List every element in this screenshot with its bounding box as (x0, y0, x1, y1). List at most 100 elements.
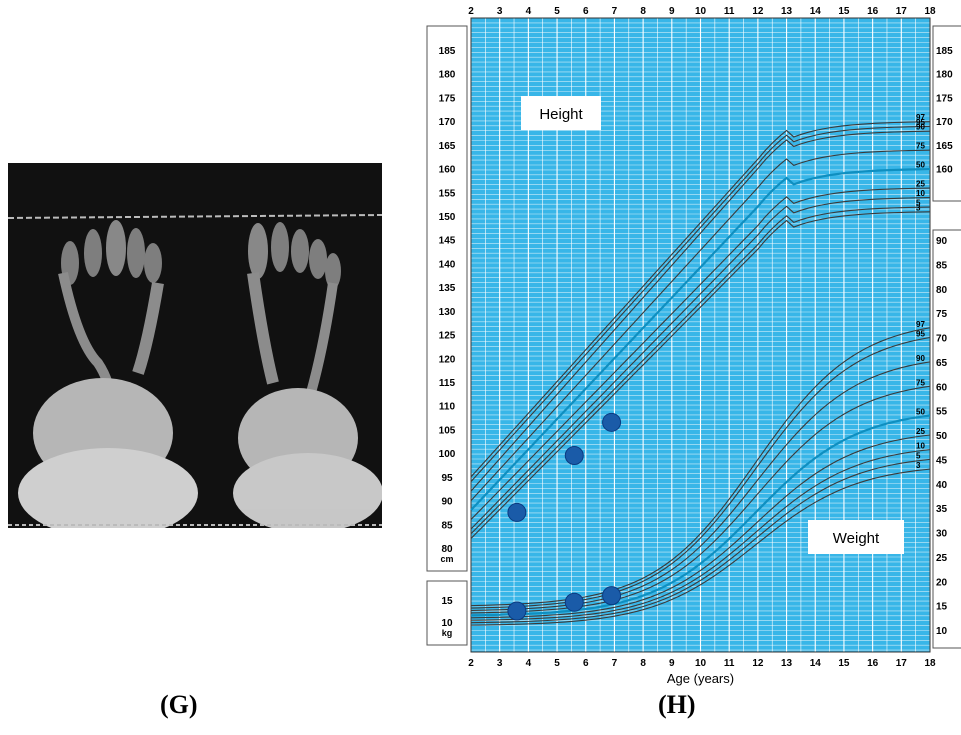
height-tick-label: 145 (439, 236, 456, 247)
height-percentile-label: 3 (916, 203, 921, 212)
height-tick-label: 115 (439, 378, 456, 389)
height-percentile-curve-90 (470, 130, 931, 492)
plot-frame (470, 17, 931, 653)
height-tick-label: 85 (441, 520, 453, 531)
right-weight-tick-label: 60 (936, 382, 948, 393)
right-weight-tick-label: 25 (936, 553, 948, 564)
x-tick-label-bottom: 16 (867, 658, 879, 669)
height-tick-label: 80 (441, 544, 453, 555)
height-axis-box (426, 25, 468, 572)
weight-percentile-curve-25 (470, 434, 931, 619)
weight-tick-label: 15 (441, 596, 453, 607)
height-tick-label: 100 (439, 449, 456, 460)
height-label-box (521, 96, 601, 130)
x-tick-label-top: 8 (640, 6, 646, 17)
weight-percentile-label: 3 (916, 461, 921, 470)
weight-patient-point (564, 592, 584, 612)
height-percentile-curve-5 (470, 206, 931, 535)
weight-percentile-label: 95 (916, 330, 925, 339)
weight-percentile-label: 90 (916, 354, 925, 363)
right-weight-tick-label: 80 (936, 285, 948, 296)
growth-chart: 2233445566778899101011111212131314141515… (426, 6, 961, 686)
right-height-axis-box (932, 25, 961, 202)
right-height-tick-label: 165 (936, 141, 953, 152)
weight-tick-label: 10 (441, 618, 453, 629)
weight-percentile-label: 5 (916, 451, 921, 460)
x-tick-label-top: 6 (583, 6, 589, 17)
height-percentile-curve-95 (470, 125, 931, 482)
x-tick-label-top: 3 (497, 6, 503, 17)
x-tick-label-top: 10 (695, 6, 707, 17)
right-weight-tick-label: 35 (936, 504, 948, 515)
weight-axis-box (426, 580, 468, 646)
weight-patient-point (507, 601, 527, 621)
weight-percentile-curve-97 (470, 327, 931, 607)
height-tick-label: 120 (439, 354, 456, 365)
weight-percentile-label: 25 (916, 427, 925, 436)
x-tick-label-bottom: 5 (554, 658, 560, 669)
x-tick-label-top: 11 (724, 6, 735, 17)
foot-xray-image (8, 163, 382, 528)
height-percentile-label: 25 (916, 180, 925, 189)
height-tick-label: 105 (439, 425, 456, 436)
height-percentile-label: 10 (916, 189, 925, 198)
right-height-tick-label: 160 (936, 165, 953, 176)
height-percentile-curve-3 (470, 211, 931, 539)
x-tick-label-bottom: 11 (724, 658, 735, 669)
weight-percentile-curve-95 (470, 336, 931, 609)
height-panel-label: Height (539, 106, 583, 123)
x-tick-label-bottom: 17 (896, 658, 908, 669)
right-weight-tick-label: 75 (936, 309, 948, 320)
height-tick-label: 155 (439, 188, 456, 199)
right-weight-tick-label: 15 (936, 602, 948, 613)
x-tick-label-bottom: 7 (612, 658, 618, 669)
height-tick-label: 180 (439, 70, 456, 81)
x-tick-label-bottom: 13 (781, 658, 793, 669)
height-tick-label: 170 (439, 117, 456, 128)
x-axis-label: Age (years) (667, 671, 734, 686)
x-tick-label-bottom: 14 (810, 658, 822, 669)
height-percentile-curve-25 (470, 187, 931, 520)
height-tick-label: 150 (439, 212, 456, 223)
x-tick-label-top: 12 (752, 6, 764, 17)
weight-label-box (808, 520, 904, 554)
x-tick-label-bottom: 3 (497, 658, 503, 669)
right-weight-tick-label: 55 (936, 407, 948, 418)
height-percentile-curve-50 (470, 168, 931, 511)
height-tick-label: 175 (439, 93, 456, 104)
height-patient-point (602, 412, 622, 432)
right-weight-axis-box (932, 229, 961, 649)
height-tick-label: 125 (439, 331, 456, 342)
right-foot-bones (233, 222, 382, 528)
height-tick-label: 135 (439, 283, 456, 294)
x-tick-label-bottom: 2 (468, 658, 474, 669)
height-tick-label: 130 (439, 307, 456, 318)
weight-percentile-label: 75 (916, 378, 925, 387)
height-percentile-label: 5 (916, 199, 921, 208)
weight-percentile-curve-90 (470, 361, 931, 612)
x-tick-label-top: 7 (612, 6, 618, 17)
x-tick-label-bottom: 12 (752, 658, 764, 669)
weight-percentile-label: 10 (916, 442, 925, 451)
x-tick-label-bottom: 4 (526, 658, 532, 669)
x-tick-label-top: 4 (526, 6, 532, 17)
x-tick-label-bottom: 8 (640, 658, 646, 669)
left-foot-bones (18, 220, 198, 528)
x-tick-label-top: 18 (924, 6, 936, 17)
height-tick-label: 185 (439, 46, 456, 57)
weight-percentile-label: 97 (916, 320, 925, 329)
x-tick-label-top: 15 (838, 6, 850, 17)
right-weight-tick-label: 20 (936, 577, 948, 588)
weight-percentile-curve-75 (470, 385, 931, 614)
x-tick-label-bottom: 18 (924, 658, 936, 669)
weight-percentile-curve-5 (470, 458, 931, 624)
height-percentile-curve-97 (470, 121, 931, 478)
right-weight-tick-label: 65 (936, 358, 948, 369)
weight-percentile-curve-3 (470, 468, 931, 626)
weight-patient-point (602, 586, 622, 606)
weight-percentile-curve-50 (470, 414, 931, 617)
x-tick-label-bottom: 6 (583, 658, 589, 669)
right-weight-tick-label: 70 (936, 334, 948, 345)
right-height-tick-label: 170 (936, 117, 953, 128)
right-weight-tick-label: 90 (936, 236, 948, 247)
